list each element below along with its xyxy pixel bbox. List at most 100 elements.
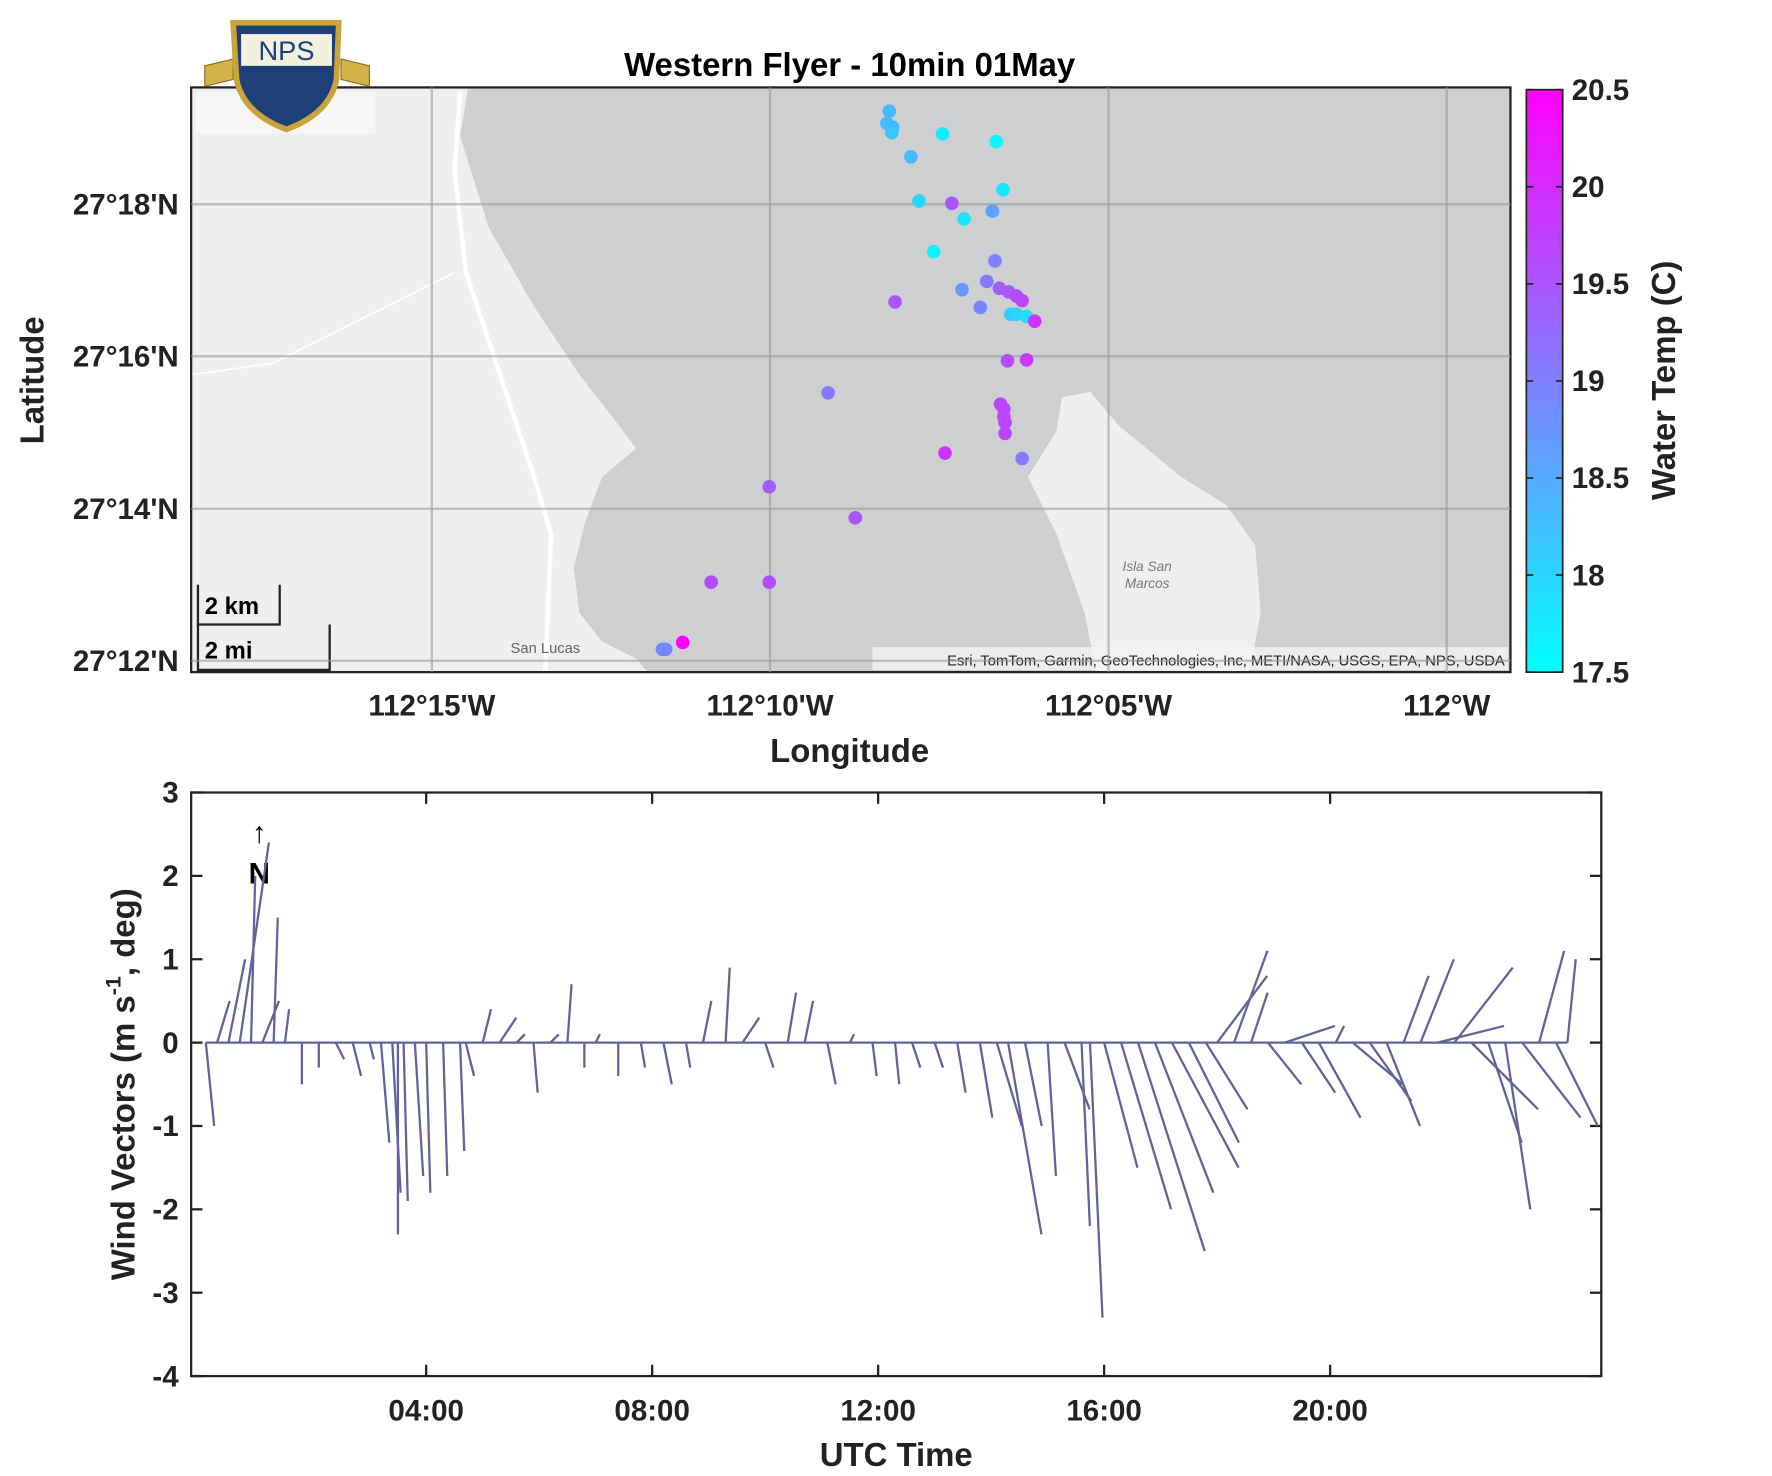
wind-stick [933, 1042, 945, 1068]
y-tick-label: 2 [162, 860, 178, 893]
wind-stick [701, 1000, 713, 1043]
y-tick-label: 1 [162, 943, 178, 976]
data-point [979, 274, 994, 289]
wind-stick [684, 1042, 692, 1068]
wind-stick [566, 984, 573, 1043]
wind-frame [190, 791, 1603, 1378]
colorbar-tick-label: 19 [1572, 365, 1605, 398]
wind-stick [261, 1000, 281, 1044]
wind-stick [481, 1008, 493, 1043]
y-tick-label: -4 [152, 1360, 179, 1393]
wind-stick [1088, 1042, 1104, 1318]
x-tick-label: 112°15'W [368, 689, 495, 722]
wind-stick [549, 1033, 560, 1044]
wind-stick [532, 1042, 539, 1093]
wind-stick [515, 1033, 526, 1044]
scale-label: 2 km [205, 593, 259, 620]
wind-stick [498, 1016, 518, 1044]
wind-stick [1170, 1042, 1240, 1169]
scale-bar [196, 584, 331, 672]
x-axis-label: UTC Time [820, 1436, 973, 1473]
data-point [904, 149, 918, 164]
wind-stick [1538, 950, 1566, 1043]
wind-stick [978, 1042, 994, 1118]
data-point [882, 104, 897, 118]
data-point [998, 415, 1012, 430]
chart-title: Western Flyer - 10min 01May [624, 46, 1076, 83]
data-point [989, 134, 1003, 149]
x-tick-label: 08:00 [614, 1394, 689, 1427]
x-tick-label: 12:00 [840, 1394, 915, 1427]
wind-stick [741, 1016, 761, 1044]
data-point [957, 212, 971, 226]
data-point [1015, 451, 1029, 466]
colorbar-tick-label: 18.5 [1572, 462, 1629, 495]
data-point [762, 480, 777, 494]
data-point [998, 426, 1012, 441]
data-point [1000, 354, 1015, 368]
y-tick-label: 27°12'N [73, 645, 179, 678]
x-tick-label: 112°05'W [1045, 689, 1172, 722]
wind-stick [391, 1042, 402, 1193]
data-point [704, 575, 718, 590]
wind-stick [848, 1033, 856, 1044]
wind-stick [893, 1042, 901, 1085]
colorbar-tick-label: 17.5 [1572, 656, 1629, 689]
wind-stick [910, 1042, 922, 1068]
x-tick-label: 112°10'W [706, 689, 833, 722]
data-point [955, 282, 969, 297]
wind-stick [351, 1042, 363, 1077]
wind-stick [1300, 1041, 1337, 1094]
wind-stick [272, 917, 279, 1043]
wind-stick [1470, 1041, 1539, 1111]
wind-stick [1437, 1024, 1505, 1044]
data-point [926, 244, 941, 259]
wind-stick [464, 1042, 476, 1077]
data-point [973, 300, 988, 315]
wind-stick [425, 1042, 432, 1193]
wind-stick [1153, 1042, 1215, 1194]
wind-stick [826, 1042, 837, 1085]
wind-stick [1453, 966, 1514, 1044]
data-point [988, 254, 1002, 268]
y-axis-label: Latitude [14, 316, 51, 444]
wind-stick [1334, 1025, 1346, 1044]
place-label: Marcos [1125, 576, 1170, 591]
data-point [762, 575, 777, 590]
wind-stick [1080, 1042, 1091, 1227]
y-tick-label: 0 [162, 1027, 178, 1060]
wind-stick [1566, 959, 1577, 1043]
wind-stick [1046, 1042, 1058, 1177]
wind-stick [458, 1042, 466, 1152]
wind-stick [1136, 1042, 1206, 1252]
wind-stick [764, 1042, 775, 1068]
colorbar-tick-label: 18 [1572, 559, 1605, 592]
wind-stick [1063, 1042, 1091, 1110]
x-axis-label: Longitude [770, 732, 929, 769]
colorbar-tick-label: 20.5 [1572, 74, 1629, 107]
data-point [938, 446, 952, 460]
wind-stick [1385, 1042, 1422, 1127]
wind-stick [1504, 1042, 1532, 1210]
map-frame [190, 86, 1512, 674]
data-point [985, 204, 1000, 218]
x-tick-label: 112°W [1403, 689, 1490, 722]
wind-stick [662, 1042, 673, 1085]
wind-stick [441, 1042, 449, 1177]
wind-stick [1368, 1041, 1413, 1102]
wind-stick [1317, 1042, 1362, 1119]
wind-stick [1006, 1042, 1043, 1235]
wind-stick [379, 1042, 391, 1143]
wind-stick [1232, 950, 1269, 1043]
data-point [996, 182, 1010, 197]
wind-stick [283, 1009, 291, 1043]
wind-stick [227, 959, 247, 1043]
data-point [912, 194, 926, 208]
wind-stick [334, 1042, 346, 1060]
x-tick-label: 20:00 [1292, 1394, 1367, 1427]
wind-stick [1249, 992, 1269, 1043]
wind-stick [216, 1000, 231, 1043]
data-point [1009, 307, 1024, 322]
wind-stick [956, 1042, 967, 1093]
